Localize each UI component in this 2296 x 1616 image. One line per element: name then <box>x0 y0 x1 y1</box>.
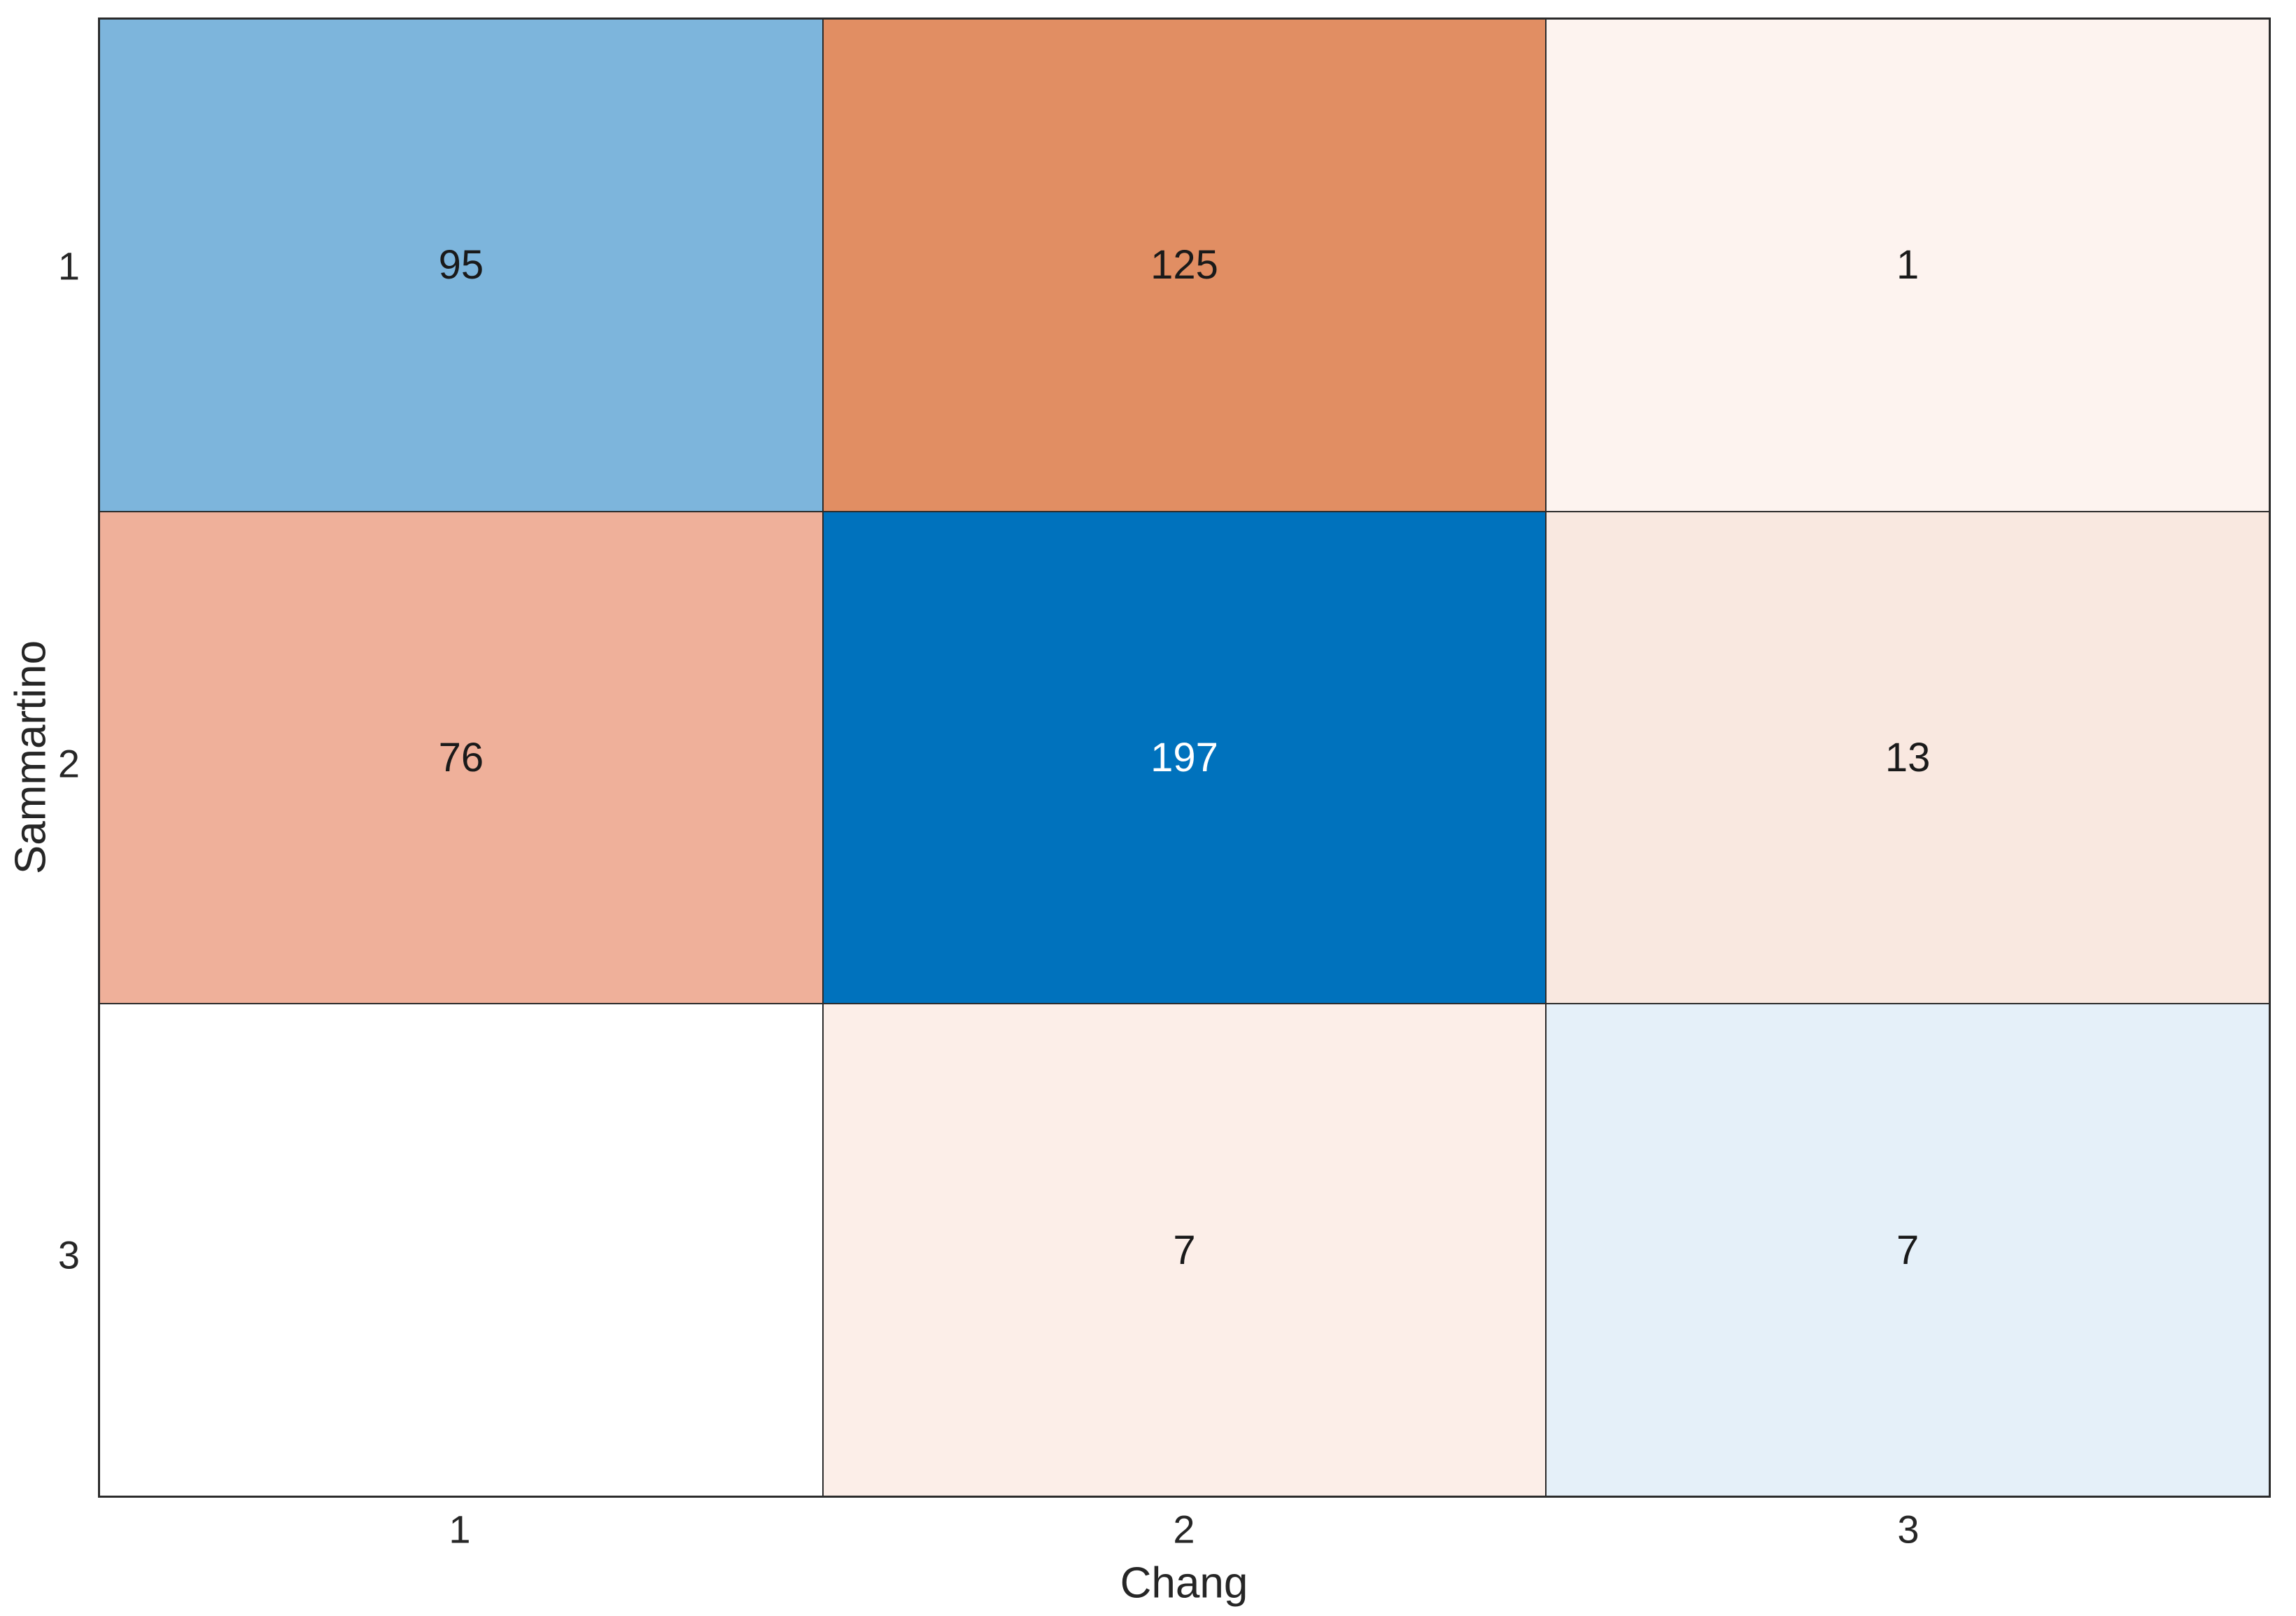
heatmap-cell-r3c3: 7 <box>1547 1004 2269 1496</box>
heatmap-grid: 95 125 1 76 197 13 7 7 <box>98 17 2271 1498</box>
x-tick-3: 3 <box>1897 1507 1920 1552</box>
heatmap-cell-r2c1: 76 <box>100 512 822 1004</box>
x-axis-label: Chang <box>1120 1559 1248 1608</box>
heatmap-cell-r3c2: 7 <box>823 1004 1546 1496</box>
heatmap-cell-r3c1 <box>100 1004 822 1496</box>
x-tick-1: 1 <box>449 1507 471 1552</box>
heatmap-cell-r1c1: 95 <box>100 20 822 511</box>
heatmap-cell-r2c2: 197 <box>823 512 1546 1004</box>
y-tick-2: 2 <box>57 741 80 786</box>
heatmap-cell-r1c2: 125 <box>823 20 1546 511</box>
heatmap-cell-r1c3: 1 <box>1547 20 2269 511</box>
y-tick-1: 1 <box>57 244 80 288</box>
heatmap-cell-r2c3: 13 <box>1547 512 2269 1004</box>
x-tick-2: 2 <box>1173 1507 1195 1552</box>
y-tick-3: 3 <box>57 1232 80 1277</box>
